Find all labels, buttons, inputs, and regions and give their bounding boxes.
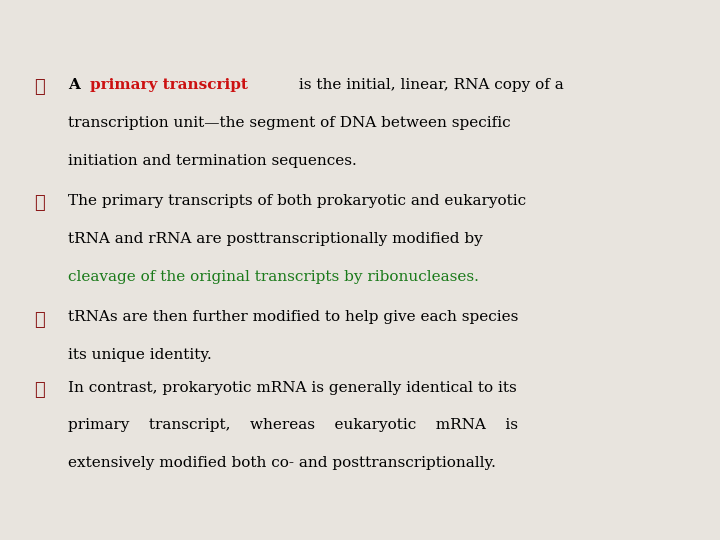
Text: is the initial, linear, RNA copy of a: is the initial, linear, RNA copy of a (294, 78, 564, 92)
Text: In contrast, prokaryotic mRNA is generally identical to its: In contrast, prokaryotic mRNA is general… (68, 381, 517, 395)
Text: transcription unit—the segment of DNA between specific: transcription unit—the segment of DNA be… (68, 116, 511, 130)
Text: ✓: ✓ (35, 194, 45, 212)
Text: extensively modified both co- and posttranscriptionally.: extensively modified both co- and posttr… (68, 456, 496, 470)
Text: primary    transcript,    whereas    eukaryotic    mRNA    is: primary transcript, whereas eukaryotic m… (68, 418, 518, 433)
Text: ✓: ✓ (35, 310, 45, 328)
Text: primary transcript: primary transcript (91, 78, 248, 92)
Text: cleavage of the original transcripts by ribonucleases.: cleavage of the original transcripts by … (68, 270, 480, 284)
Text: ✓: ✓ (35, 381, 45, 399)
Text: tRNA and rRNA are posttranscriptionally modified by: tRNA and rRNA are posttranscriptionally … (68, 232, 483, 246)
Text: its unique identity.: its unique identity. (68, 348, 212, 362)
Text: initiation and termination sequences.: initiation and termination sequences. (68, 154, 357, 168)
Text: The primary transcripts of both prokaryotic and eukaryotic: The primary transcripts of both prokaryo… (68, 194, 526, 208)
Text: tRNAs are then further modified to help give each species: tRNAs are then further modified to help … (68, 310, 519, 325)
Text: ✓: ✓ (35, 78, 45, 96)
Text: A: A (68, 78, 86, 92)
